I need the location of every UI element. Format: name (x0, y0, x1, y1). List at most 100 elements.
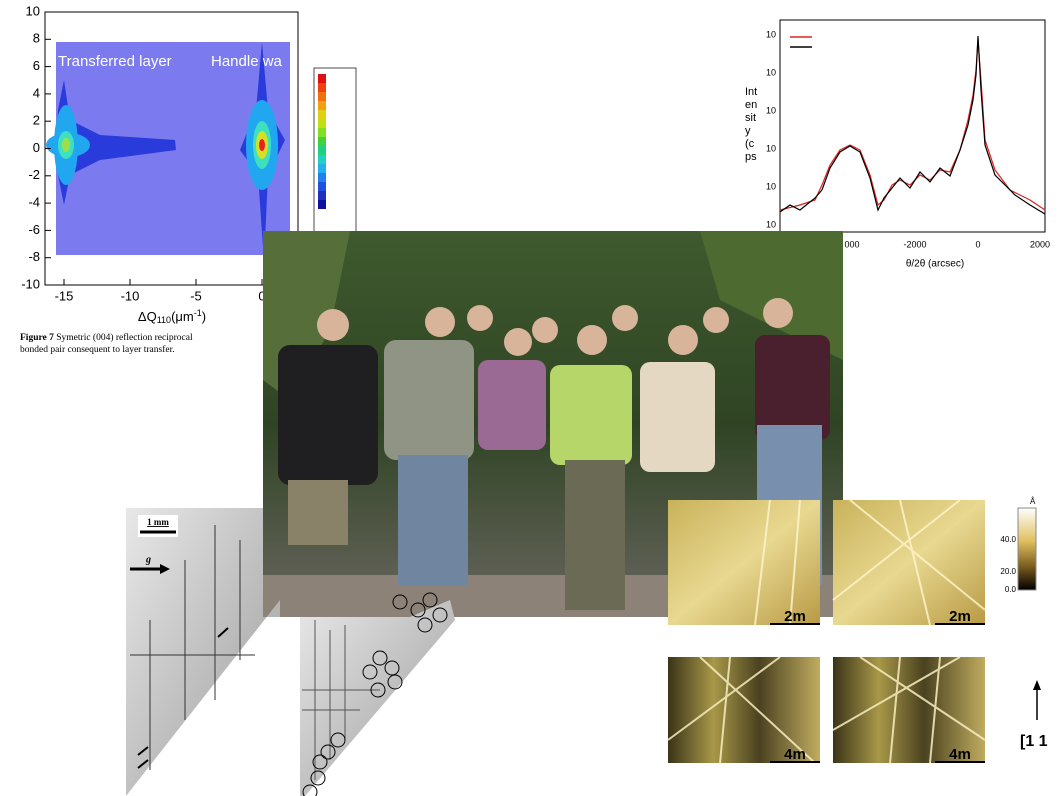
face (577, 325, 607, 355)
x-axis-label: -1 (194, 308, 202, 318)
person (478, 360, 546, 450)
colorbar-swatch (318, 137, 326, 146)
face (467, 305, 493, 331)
x-tick-label: -2000 (903, 239, 926, 249)
colorbar-unit: Å (1030, 497, 1036, 506)
y-tick-label: 10 (766, 181, 776, 191)
annotation: Transferred layer (58, 53, 172, 70)
x-axis-label: (μm (171, 309, 194, 324)
scale-label: 4m (784, 746, 806, 763)
colorbar-swatch (318, 164, 326, 173)
x-tick-label: 2000 (1030, 239, 1050, 249)
person (755, 335, 830, 440)
person (278, 345, 378, 485)
page: Transferred layer Handle wa ΔQ110(μm-1) … (0, 0, 1059, 796)
y-axis-label: (c (745, 138, 755, 150)
face (425, 307, 455, 337)
colorbar-swatch (318, 200, 326, 209)
y-tick-label: -8 (28, 249, 40, 264)
topo-image (126, 508, 280, 796)
colorbar-swatch (318, 74, 326, 83)
contour-blob (62, 138, 70, 152)
colorbar-label: 40.0 (1000, 535, 1016, 544)
y-tick-label: 10 (766, 105, 776, 115)
colorbar-swatch (318, 173, 326, 182)
person (640, 362, 715, 472)
face (532, 317, 558, 343)
y-tick-label: -6 (28, 222, 40, 237)
y-tick-label: 4 (33, 85, 40, 100)
colorbar-label: 20.0 (1000, 567, 1016, 576)
topography-left: 1 mm g (126, 508, 280, 796)
y-tick-label: 10 (766, 143, 776, 153)
y-tick-label: 6 (33, 58, 40, 73)
x-tick-label: 000 (844, 239, 859, 249)
y-tick-label: 10 (766, 67, 776, 77)
face (504, 328, 532, 356)
scale-label: 4m (949, 746, 971, 763)
face (612, 305, 638, 331)
colorbar-swatch (318, 128, 326, 137)
scale-label: 1 mm (147, 517, 169, 527)
colorbar-label: 0.0 (1005, 585, 1017, 594)
plot-frame (780, 20, 1045, 232)
caption-text: bonded pair consequent to layer transfer… (20, 345, 175, 355)
colorbar-swatch (318, 110, 326, 119)
annotation: Handle wa (211, 53, 283, 70)
colorbar-swatch (318, 155, 326, 164)
colorbar-swatch (318, 101, 326, 110)
direction-label: [1 1 (1020, 733, 1048, 750)
y-axis-label: sit (745, 112, 756, 124)
contour-blob (259, 139, 265, 151)
caption-label: Figure 7 (20, 333, 54, 343)
x-tick-label: 0 (975, 239, 980, 249)
y-tick-label: 2 (33, 113, 40, 128)
colorbar-swatch (318, 119, 326, 128)
y-tick-label: 0 (33, 140, 40, 155)
arrowhead (1033, 680, 1041, 690)
scale-label: 2m (784, 608, 806, 625)
x-tick-label: -10 (121, 288, 140, 303)
topography-right (300, 593, 455, 796)
face (703, 307, 729, 333)
person (288, 480, 348, 545)
x-axis-label: ΔQ (138, 309, 157, 324)
y-tick-label: -10 (21, 276, 40, 291)
x-axis-label: 110 (157, 315, 171, 325)
y-axis-label: y (745, 125, 751, 137)
x-axis-label: ΔQ110(μm-1) (138, 308, 206, 325)
vector-label: g (145, 554, 151, 565)
colorbar-swatch (318, 83, 326, 92)
x-tick-label: -5 (190, 288, 202, 303)
colorbar-swatch (318, 92, 326, 101)
face (763, 298, 793, 328)
afm-colorbar (1018, 508, 1036, 590)
colorbar-swatch (318, 182, 326, 191)
x-tick-label: -15 (55, 288, 74, 303)
y-tick-label: 10 (766, 29, 776, 39)
face (668, 325, 698, 355)
colorbar-swatch (318, 146, 326, 155)
figure-caption: Figure 7 Symetric (004) reflection recip… (20, 332, 193, 356)
x-axis-label: ) (202, 309, 206, 324)
y-tick-label: 10 (766, 219, 776, 229)
scale-label: 2m (949, 608, 971, 625)
afm-image (668, 500, 820, 625)
colorbar-swatch (318, 191, 326, 200)
afm-panels: 2m 2m 4m 4m Å 40.0 20.0 0.0 [1 1 (668, 497, 1048, 763)
person (384, 340, 474, 460)
y-tick-label: 10 (26, 3, 40, 18)
face (317, 309, 349, 341)
person (550, 365, 632, 465)
topo-image (300, 600, 455, 796)
y-tick-label: -4 (28, 195, 40, 210)
person (565, 460, 625, 610)
y-axis-label: ps (745, 151, 757, 163)
y-axis-label: Int (745, 86, 757, 98)
x-axis-label: θ/2θ (arcsec) (906, 259, 964, 270)
y-tick-label: -2 (28, 167, 40, 182)
caption-text: Symetric (004) reflection reciprocal (56, 333, 192, 343)
y-axis-label: en (745, 99, 757, 111)
person (398, 455, 468, 585)
afm-image (833, 500, 985, 625)
